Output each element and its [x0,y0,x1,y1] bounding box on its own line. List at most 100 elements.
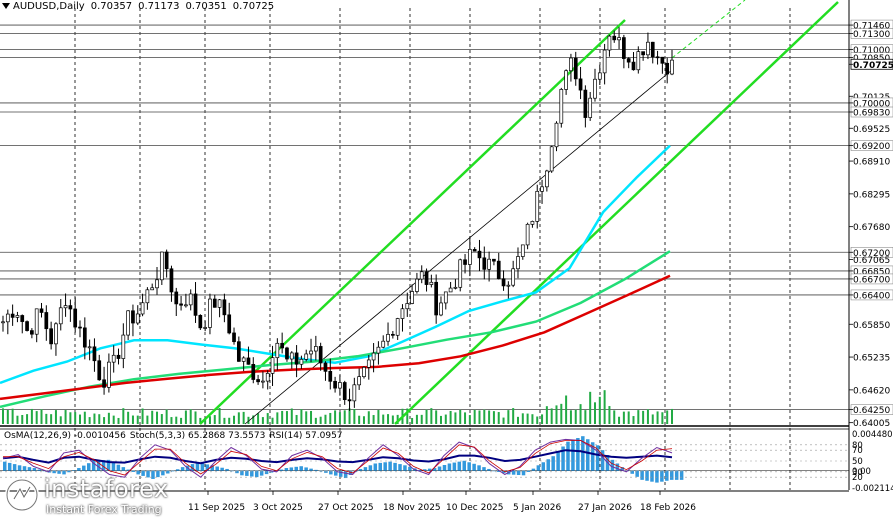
candle [169,265,174,302]
candle [545,169,549,192]
bull-candle-body [313,346,318,352]
bull-candle-body [405,303,410,310]
bull-candle-body [135,313,140,324]
bull-candle-body [429,281,434,285]
ticker-high: 0.71173 [138,1,180,12]
price-axis-label: 0.67680 [849,223,890,233]
candle [155,266,159,295]
ma-short-line [0,144,671,385]
price-tick-label: 0.69200 [853,142,890,152]
bear-candle-body [501,278,506,287]
volume-bar [252,415,255,424]
osma-bar [679,470,684,480]
time-axis-label: 3 Oct 2025 [253,503,303,513]
price-tick-label: 0.64620 [853,386,890,396]
bull-candle-body [520,244,525,257]
bear-candle-body [294,352,299,365]
instaforex-logo-icon [5,478,39,512]
candle [559,87,564,128]
osma-bar [348,470,353,476]
osma-bar [151,470,155,479]
candle [270,345,275,386]
candle [328,358,333,390]
bear-candle-body [20,315,25,322]
bull-candle-body [439,302,443,316]
volume-bar [79,414,82,424]
volume-bar [372,415,375,424]
candle [525,222,530,250]
volume-bar [362,416,365,424]
volume-bar [59,416,62,424]
volume-bar [213,415,216,424]
bear-candle-body [583,89,588,118]
osma-bar [590,442,595,471]
ticker-close: 0.70725 [232,1,275,12]
volume-bar [184,410,187,424]
osma-bar [674,470,679,480]
volume-bar [237,412,240,424]
collapse-arrow-icon[interactable] [2,3,10,9]
osma-bar [472,463,476,471]
osma-bar [82,465,86,471]
osma-bar [12,464,17,471]
candle [198,314,203,331]
volume-bar [579,404,582,424]
bear-candle-body [227,314,232,334]
candle [569,53,573,82]
candle [463,254,467,274]
volume-bar [98,414,101,424]
bull-candle-body [593,78,597,99]
bear-candle-body [49,328,53,345]
volume-bar [218,408,221,424]
osma-bar [57,470,61,474]
candle [333,376,337,393]
volume-bar [35,411,38,424]
candle [227,302,232,335]
bear-candle-body [25,321,29,331]
candle [294,345,299,378]
bear-candle-body [174,291,179,305]
volume-bar [367,411,370,424]
candle [371,343,376,373]
bull-candle-body [58,307,63,325]
osma-bar [358,468,363,471]
volume-bar [228,417,231,424]
bull-candle-body [304,353,309,360]
bear-candle-body [496,260,501,280]
osma-bar [447,463,452,471]
volume-bar [507,410,510,424]
volume-bar [550,408,553,424]
volume-bar [406,408,409,424]
volume-bar [290,408,293,424]
price-axis-label: 0.69525 [849,125,890,135]
horizontal-levels [0,24,849,411]
bear-candle-body [622,37,626,59]
volume-bar [449,410,452,424]
osma-bar [566,441,570,471]
candle [49,321,53,350]
volume-bar [613,410,616,424]
volume-bar [497,412,500,424]
osma-bar [655,470,659,483]
bear-candle-body [212,298,217,308]
volume-bar [574,409,577,424]
candle [318,342,323,371]
price-tick-label: 0.66400 [853,291,890,301]
osma-bar [334,470,338,476]
bear-candle-body [164,251,169,270]
osma-bar [497,470,501,472]
osma-bar [630,470,634,474]
osma-bar [52,470,56,474]
candle [650,41,655,64]
bull-candle-body [549,146,554,172]
volume-bar [598,396,601,424]
osma-bar [245,470,249,476]
candle [419,265,424,284]
bull-candle-body [410,291,414,304]
bear-candle-body [222,299,227,316]
price-tick-label: 0.71000 [853,46,890,56]
osma-bar [106,459,111,471]
osma-bar [111,462,116,471]
bull-candle-body [357,376,362,386]
